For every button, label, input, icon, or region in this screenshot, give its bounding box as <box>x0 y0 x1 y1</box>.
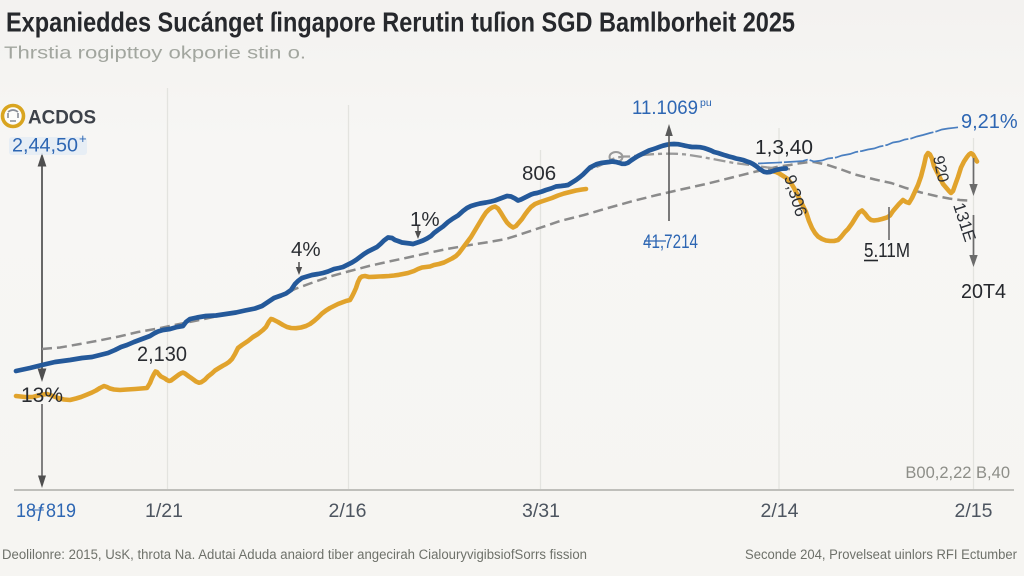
svg-text:2,130: 2,130 <box>137 343 187 366</box>
svg-text:Expanieddes Sucánget ſingapore: Expanieddes Sucánget ſingapore Rerutin t… <box>6 7 795 38</box>
svg-text:920: 920 <box>929 154 951 184</box>
svg-text:Thrstia rogipttoy okporie stin: Thrstia rogipttoy okporie stin o. <box>4 43 306 63</box>
svg-text:2,44,50: 2,44,50 <box>12 135 78 157</box>
svg-text:1,3,40: 1,3,40 <box>755 136 813 159</box>
svg-text:2/16: 2/16 <box>329 500 367 522</box>
svg-text:2/14: 2/14 <box>761 500 799 522</box>
svg-text:3/31: 3/31 <box>522 500 560 522</box>
svg-text:18ƒ819: 18ƒ819 <box>16 500 76 522</box>
svg-text:B00,2,22 B,40: B00,2,22 B,40 <box>905 464 1010 482</box>
svg-text:11.1069: 11.1069 <box>632 98 698 119</box>
svg-text:2/15: 2/15 <box>955 500 993 522</box>
svg-text:ACDOS: ACDOS <box>28 107 96 129</box>
svg-text:20T4: 20T4 <box>961 280 1006 303</box>
svg-text:41,7214: 41,7214 <box>643 232 698 253</box>
svg-text:Seconde 204, Provelseat uinlor: Seconde 204, Provelseat uinlors RFI Ectu… <box>745 547 1017 562</box>
svg-text:5.11M: 5.11M <box>864 239 910 262</box>
svg-text:13%: 13% <box>21 384 63 407</box>
svg-text:pu: pu <box>700 97 712 109</box>
svg-text:1/21: 1/21 <box>145 500 183 522</box>
svg-text:1%: 1% <box>410 208 440 231</box>
svg-text:806: 806 <box>522 162 556 185</box>
svg-text:Deolilonre: 2015, UsK, throta: Deolilonre: 2015, UsK, throta Na. Adutai… <box>2 547 587 562</box>
svg-text:4%: 4% <box>291 238 321 261</box>
svg-text:9,21%: 9,21% <box>961 111 1018 133</box>
svg-text:+: + <box>79 131 87 146</box>
